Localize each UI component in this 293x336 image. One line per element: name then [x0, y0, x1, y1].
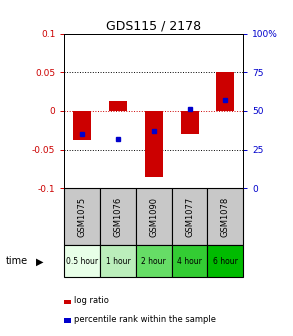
- Text: log ratio: log ratio: [74, 296, 109, 305]
- Bar: [136, 245, 172, 277]
- Text: 1 hour: 1 hour: [106, 257, 130, 266]
- Text: 2 hour: 2 hour: [142, 257, 166, 266]
- Text: GSM1090: GSM1090: [149, 197, 158, 237]
- Text: 0.5 hour: 0.5 hour: [66, 257, 98, 266]
- Text: ▶: ▶: [36, 257, 43, 267]
- Text: 6 hour: 6 hour: [213, 257, 238, 266]
- Title: GDS115 / 2178: GDS115 / 2178: [106, 19, 201, 33]
- Bar: [100, 188, 136, 245]
- Text: time: time: [6, 256, 28, 266]
- Bar: [207, 188, 243, 245]
- Bar: [172, 245, 207, 277]
- Bar: [216, 72, 234, 111]
- Bar: [64, 245, 100, 277]
- Bar: [207, 245, 243, 277]
- Bar: [100, 245, 136, 277]
- Bar: [145, 111, 163, 177]
- Bar: [109, 101, 127, 111]
- Text: GSM1078: GSM1078: [221, 197, 230, 237]
- Text: GSM1076: GSM1076: [114, 197, 122, 237]
- Bar: [180, 111, 199, 134]
- Bar: [172, 188, 207, 245]
- Text: percentile rank within the sample: percentile rank within the sample: [74, 315, 216, 324]
- Text: GSM1075: GSM1075: [78, 197, 87, 237]
- Bar: [64, 188, 100, 245]
- Bar: [136, 188, 172, 245]
- Bar: [73, 111, 91, 140]
- Text: GSM1077: GSM1077: [185, 197, 194, 237]
- Text: 4 hour: 4 hour: [177, 257, 202, 266]
